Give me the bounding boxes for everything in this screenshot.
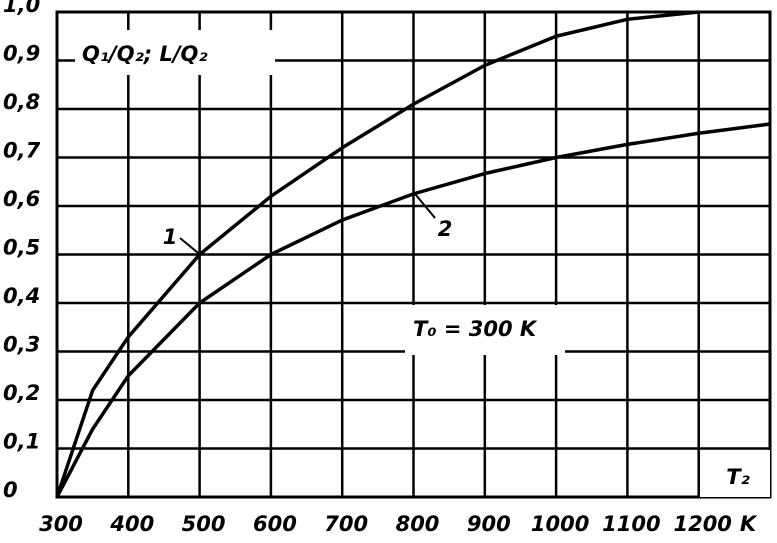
annotation: T₀ = 300 K <box>413 317 538 341</box>
x-tick-label: 1000 <box>531 512 589 536</box>
y-tick-label: 0,9 <box>3 42 40 66</box>
y-tick-label: 0,1 <box>3 430 40 454</box>
y-tick-label: 0,3 <box>3 333 40 357</box>
line-series <box>55 122 771 498</box>
leader-line <box>179 237 201 256</box>
y-tick-label: 0,7 <box>3 139 41 163</box>
leader-line <box>414 193 436 219</box>
x-tick-label: 400 <box>109 512 154 536</box>
line-series <box>55 10 699 498</box>
x-tick-label: 1200 <box>673 512 731 536</box>
y-tick-label: 0,2 <box>3 381 40 405</box>
x-tick-label: 900 <box>467 512 511 536</box>
series-label: 1 <box>163 225 178 249</box>
y-axis-label: Q₁/Q₂; L/Q₂ <box>82 42 208 66</box>
y-tick-label: 0,6 <box>3 187 40 211</box>
x-axis-label: T₂ <box>726 465 750 489</box>
x-unit: K <box>740 512 758 536</box>
y-tick-label: 0,5 <box>3 236 40 260</box>
x-tick-label: 1100 <box>602 512 660 536</box>
x-tick-label: 500 <box>182 512 226 536</box>
x-tick-label: 700 <box>324 512 368 536</box>
label-box <box>75 30 275 75</box>
y-tick-label: 0,4 <box>3 284 40 308</box>
label-box <box>405 305 565 355</box>
series-label: 2 <box>438 217 453 241</box>
y-tick-label: 1,0 <box>3 0 40 17</box>
y-tick-label: 0,8 <box>3 90 40 114</box>
y-tick-label: 0 <box>3 478 18 502</box>
plot-frame <box>55 10 772 499</box>
x-tick-label: 600 <box>253 512 297 536</box>
x-tick-label: 300 <box>39 512 83 536</box>
x-tick-label: 800 <box>396 512 440 536</box>
label-box <box>700 450 770 497</box>
